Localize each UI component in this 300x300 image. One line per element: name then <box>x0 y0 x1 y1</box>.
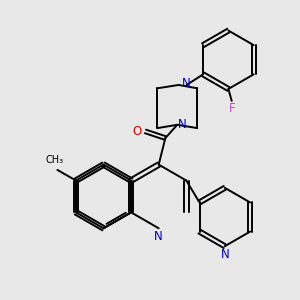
Text: CH₃: CH₃ <box>45 154 63 165</box>
Text: F: F <box>228 102 235 115</box>
Text: N: N <box>220 248 229 261</box>
Text: N: N <box>154 230 163 243</box>
Text: N: N <box>182 77 191 90</box>
Text: O: O <box>132 125 141 138</box>
Text: N: N <box>178 118 186 131</box>
